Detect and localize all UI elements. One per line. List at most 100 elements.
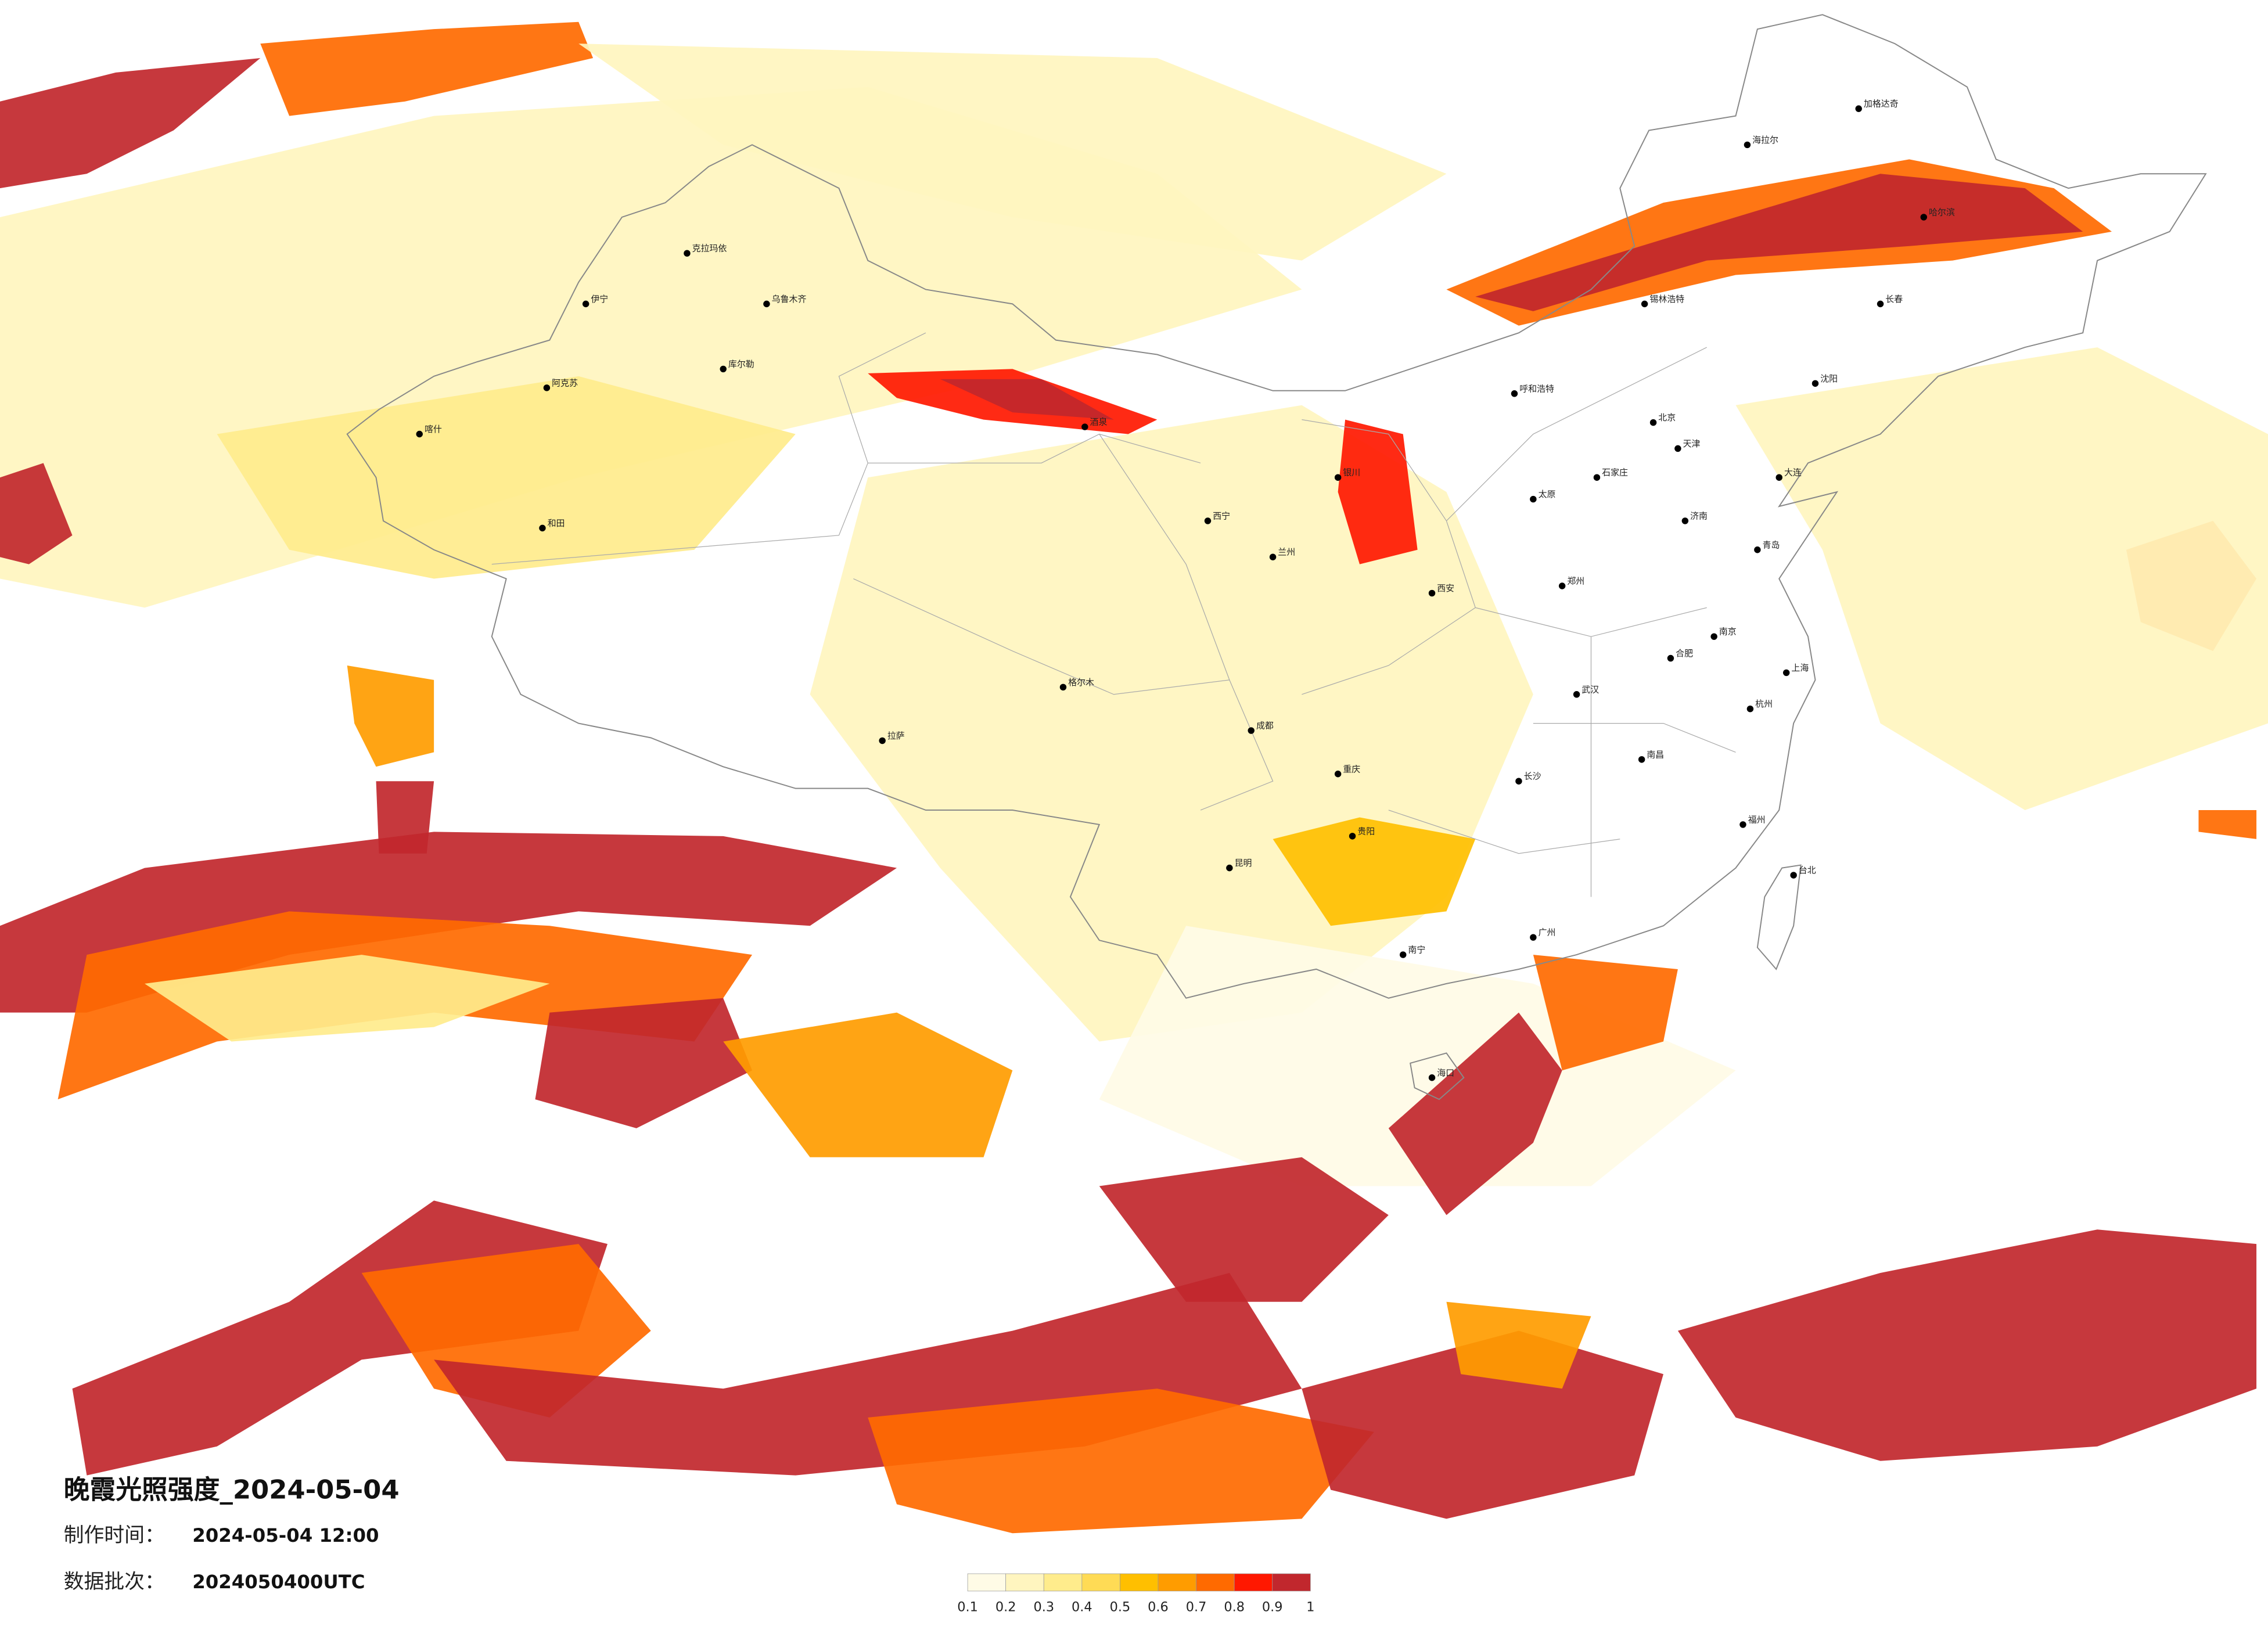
production-time-label: 制作时间：	[64, 1524, 165, 1547]
city-label: 锡林浩特	[1649, 294, 1684, 304]
city-label: 伊宁	[591, 294, 608, 304]
city-dot	[1593, 474, 1601, 481]
city-dot	[1710, 633, 1717, 640]
heat-patch	[361, 1244, 651, 1418]
colorbar-tick-label: 0.3	[1033, 1600, 1054, 1615]
heat-patch	[2198, 810, 2257, 839]
province-borders	[491, 332, 1736, 897]
city-label: 加格达奇	[1864, 99, 1899, 109]
city-label: 石家庄	[1602, 467, 1628, 478]
city-dot	[1428, 589, 1436, 597]
colorbar-tick-label: 0.5	[1110, 1600, 1131, 1615]
heat-layer	[0, 21, 2268, 1534]
city-label: 合肥	[1676, 648, 1693, 659]
city-dot	[684, 250, 691, 257]
city-dot	[1667, 654, 1674, 662]
city-dot	[1558, 582, 1566, 589]
city-dot	[1530, 495, 1537, 503]
city-dot	[1641, 300, 1648, 308]
heat-patch	[1099, 1157, 1389, 1302]
city-dot	[1877, 300, 1884, 308]
colorbar-tick-label: 1	[1306, 1600, 1314, 1615]
heat-patch	[0, 57, 261, 189]
colorbar-swatch	[1272, 1573, 1311, 1592]
city-dot	[1226, 864, 1233, 872]
city-dot	[1511, 390, 1518, 397]
heat-patch	[145, 955, 550, 1042]
city-dot	[1739, 821, 1746, 828]
city-label: 长春	[1885, 294, 1903, 304]
city-label: 哈尔滨	[1929, 207, 1955, 217]
city-label: 南京	[1719, 627, 1737, 637]
heat-patch	[868, 1388, 1374, 1534]
city-dot	[1334, 474, 1342, 481]
city-label: 台北	[1799, 865, 1816, 876]
city-dot	[1782, 669, 1790, 677]
city-dot	[1754, 546, 1761, 553]
city-label: 成都	[1256, 721, 1274, 731]
island-hainan	[1410, 1052, 1465, 1100]
city-dot	[1674, 445, 1681, 452]
city-label: 格尔木	[1068, 677, 1094, 688]
heat-patch	[1735, 347, 2268, 811]
heat-patch	[1446, 1301, 1591, 1389]
colorbar: 0.1 0.2 0.3 0.4 0.5 0.6 0.7 0.8 0.9 1	[957, 1573, 1314, 1615]
colorbar-tick-label: 0.1	[957, 1600, 978, 1615]
city-dot	[1269, 553, 1277, 560]
city-label: 武汉	[1582, 684, 1599, 695]
country-border	[346, 14, 2207, 999]
city-dot	[1515, 778, 1522, 785]
city-label: 和田	[548, 518, 565, 528]
city-label: 太原	[1539, 489, 1556, 499]
city-label: 重庆	[1343, 764, 1360, 774]
city-label: 青岛	[1763, 539, 1780, 550]
city-label: 海拉尔	[1752, 135, 1778, 145]
city-label: 克拉玛依	[692, 243, 727, 254]
city-dot	[1530, 934, 1537, 941]
city-label: 天津	[1683, 438, 1701, 449]
city-dot	[879, 737, 886, 744]
city-label: 大连	[1784, 467, 1802, 478]
island-taiwan	[1756, 864, 1802, 970]
heat-patch	[1677, 1229, 2257, 1461]
city-label: 乌鲁木齐	[772, 294, 807, 304]
city-label: 南昌	[1647, 749, 1664, 760]
map-title: 晚霞光照强度_2024-05-04	[64, 1474, 400, 1505]
colorbar-swatch	[1120, 1573, 1159, 1592]
colorbar-tick-label: 0.8	[1224, 1600, 1245, 1615]
heat-patch	[217, 376, 796, 579]
heat-patch	[1475, 174, 2083, 311]
city-dot	[1081, 423, 1088, 430]
city-label: 济南	[1690, 510, 1708, 521]
colorbar-swatch	[1043, 1573, 1083, 1592]
city-label: 库尔勒	[728, 359, 754, 369]
city-dot	[1811, 380, 1819, 387]
city-dot	[1746, 705, 1754, 713]
city-label: 广州	[1539, 927, 1556, 938]
city-label: 昆明	[1235, 858, 1252, 868]
city-label: 郑州	[1567, 576, 1584, 587]
colorbar-tick-label: 0.9	[1262, 1600, 1283, 1615]
heat-patch	[535, 998, 753, 1128]
city-dot	[1855, 105, 1862, 112]
city-label: 喀什	[425, 424, 442, 434]
heat-patch	[1388, 1012, 1562, 1215]
city-label: 兰州	[1278, 547, 1295, 557]
city-label: 杭州	[1755, 699, 1773, 709]
city-label: 沈阳	[1820, 373, 1838, 384]
colorbar-swatch	[1234, 1573, 1273, 1592]
city-label: 海口	[1437, 1067, 1454, 1078]
city-dot	[1649, 419, 1657, 426]
colorbar-swatch	[1081, 1573, 1120, 1592]
city-dot	[1920, 214, 1928, 221]
city-label: 福州	[1748, 814, 1766, 825]
city-dot	[1744, 141, 1751, 149]
colorbar-tick-label: 0.7	[1186, 1600, 1207, 1615]
colorbar-tick-label: 0.2	[995, 1600, 1016, 1615]
production-time-value: 2024-05-04 12:00	[192, 1524, 379, 1546]
city-dot	[1573, 691, 1580, 698]
city-label: 拉萨	[887, 731, 905, 741]
city-dot	[543, 384, 551, 391]
